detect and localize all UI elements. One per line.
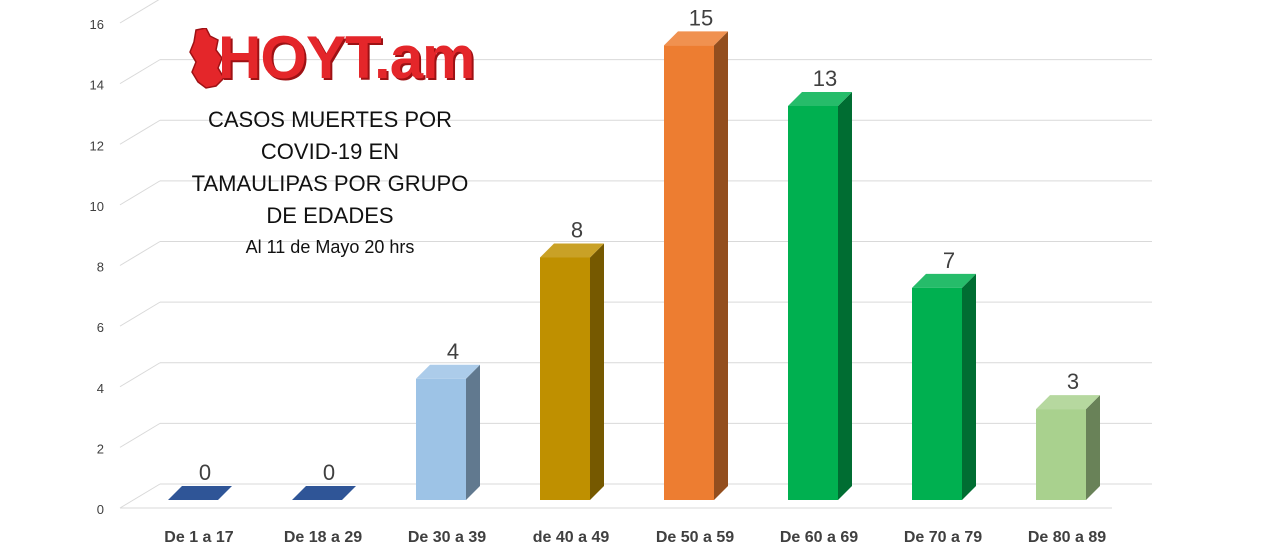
- gridline-depth: [119, 362, 161, 388]
- bar-top: [664, 31, 728, 46]
- logo-text: HOYT.am: [218, 24, 475, 91]
- data-label: 7: [943, 248, 955, 273]
- y-tick-label: 14: [90, 78, 104, 93]
- x-tick-label: De 30 a 39: [408, 529, 486, 546]
- title-line: COVID-19 EN: [260, 139, 400, 164]
- y-tick-label: 2: [97, 441, 104, 456]
- x-tick-label: de 40 a 49: [533, 529, 610, 546]
- bar-side: [714, 31, 728, 500]
- bar-side: [590, 243, 604, 500]
- x-tick-label: De 50 a 59: [656, 529, 734, 546]
- gridline-depth: [119, 0, 160, 24]
- bar-side: [466, 364, 480, 500]
- data-label: 8: [571, 218, 583, 243]
- x-tick-label: De 70 a 79: [904, 529, 982, 546]
- x-tick-label: De 18 a 29: [284, 529, 362, 546]
- bar: [1036, 409, 1086, 500]
- bar-side: [838, 91, 852, 500]
- gridline-depth: [119, 180, 161, 206]
- data-label: 0: [199, 460, 211, 485]
- x-tick-label: De 80 a 89: [1028, 529, 1106, 546]
- bar: [788, 105, 838, 500]
- bar-top: [292, 486, 356, 500]
- x-tick-label: De 60 a 69: [780, 529, 858, 546]
- data-label: 3: [1067, 369, 1079, 394]
- bar: [540, 257, 590, 500]
- title-line: DE EDADES: [266, 203, 394, 228]
- bar: [416, 378, 466, 500]
- data-label: 0: [323, 460, 335, 485]
- gridline-depth: [119, 422, 161, 448]
- y-tick-label: 10: [90, 199, 104, 214]
- title-line: TAMAULIPAS POR GRUPO: [191, 171, 469, 196]
- y-tick-label: 8: [97, 260, 104, 275]
- data-label: 4: [447, 339, 459, 364]
- chart-title: CASOS MUERTES POR COVID-19 EN TAMAULIPAS…: [175, 104, 485, 260]
- data-label: 13: [813, 66, 837, 91]
- bar-top: [416, 364, 480, 379]
- bar: [664, 45, 714, 500]
- bar-top: [1036, 395, 1100, 410]
- gridline-depth: [119, 301, 161, 327]
- x-tick-label: De 1 a 17: [164, 529, 233, 546]
- tamaulipas-map-icon: [189, 28, 225, 89]
- y-tick-label: 12: [90, 138, 104, 153]
- bar: [912, 287, 962, 500]
- y-tick-label: 6: [97, 320, 104, 335]
- data-label: 15: [689, 5, 713, 30]
- gridline-depth: [119, 119, 161, 145]
- bar-top: [788, 91, 852, 106]
- gridline-depth: [119, 59, 161, 85]
- gridline-depth: [119, 483, 161, 509]
- bar-top: [540, 243, 604, 258]
- chart-subtitle: Al 11 de Mayo 20 hrs: [245, 237, 415, 257]
- logo: HOYT.am: [188, 26, 478, 90]
- y-tick-label: 16: [90, 17, 104, 32]
- title-line: CASOS MUERTES POR: [207, 107, 453, 132]
- gridline-depth: [119, 241, 161, 266]
- bar-top: [168, 486, 232, 500]
- bar-side: [962, 273, 976, 500]
- y-tick-label: 4: [97, 381, 104, 396]
- y-tick-label: 0: [97, 502, 104, 517]
- bar-side: [1086, 395, 1100, 500]
- bar-top: [912, 273, 976, 288]
